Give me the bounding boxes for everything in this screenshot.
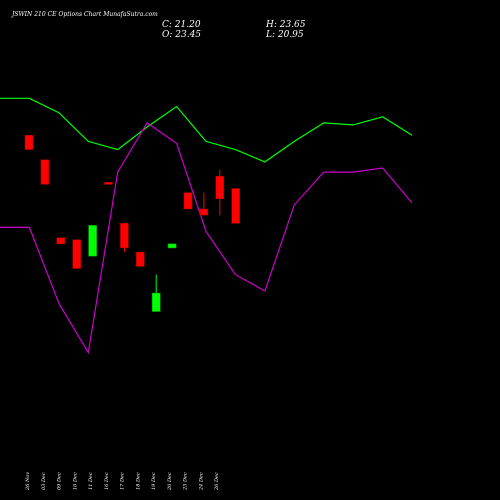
x-tick-label: 24 Dec	[198, 472, 204, 491]
ohlc-open: O: 23.45	[162, 30, 201, 40]
candles	[24, 134, 240, 312]
candle-body	[183, 192, 193, 210]
candle	[136, 251, 145, 267]
candle	[183, 192, 193, 210]
candle	[56, 237, 66, 245]
candle	[88, 225, 97, 257]
x-tick-label: 23 Dec	[183, 472, 189, 491]
x-tick-label: 10 Dec	[72, 472, 78, 490]
candle	[167, 243, 177, 249]
candle-body	[120, 223, 129, 249]
chart-title: JSWIN 210 CE Options Chart MunafaSutra.c…	[10, 11, 158, 18]
x-tick-label: 26 Dec	[214, 472, 220, 491]
indicator-lines	[0, 97, 413, 355]
candle-body	[88, 225, 97, 257]
candle-body	[24, 134, 34, 150]
ohlc-low: L: 20.95	[265, 30, 304, 40]
candle	[231, 188, 240, 224]
candle-body	[231, 188, 240, 224]
x-axis-labels: 26 Nov 03 Dec 09 Dec 10 Dec 11 Dec 16 Dec 17 D…	[25, 472, 220, 491]
candle-body	[167, 243, 177, 249]
candle-body	[72, 239, 81, 269]
x-tick-label: 03 Dec	[41, 472, 47, 490]
candle	[199, 192, 209, 216]
x-tick-label: 09 Dec	[57, 472, 63, 490]
x-tick-label: 18 Dec	[135, 472, 141, 490]
x-tick-label: 26 Nov	[25, 472, 31, 491]
candle-body	[151, 292, 161, 312]
candle	[104, 182, 113, 185]
x-tick-label: 20 Dec	[167, 472, 173, 491]
candle-body	[56, 237, 66, 245]
candle-body	[215, 175, 225, 199]
x-tick-label: 19 Dec	[151, 472, 157, 490]
x-tick-label: 17 Dec	[120, 472, 126, 490]
candle-body	[136, 251, 145, 267]
candle	[40, 159, 50, 185]
ohlc-close: C: 21.20	[162, 20, 201, 30]
candle	[215, 170, 225, 216]
x-tick-label: 11 Dec	[88, 472, 94, 490]
candle	[72, 239, 81, 269]
magenta-indicator-line	[0, 122, 413, 355]
ohlc-high: H: 23.65	[265, 20, 306, 30]
candle-body	[104, 182, 113, 185]
green-indicator-line	[0, 97, 413, 163]
x-tick-label: 16 Dec	[104, 472, 110, 490]
candle	[120, 223, 129, 253]
candle	[151, 274, 161, 312]
candle	[24, 134, 34, 150]
candle-body	[199, 208, 209, 216]
candle-body	[40, 159, 50, 185]
